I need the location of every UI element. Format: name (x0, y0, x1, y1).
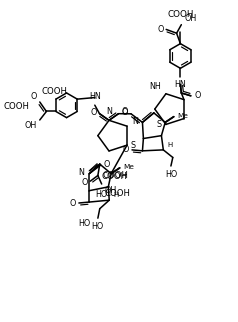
Text: N: N (132, 117, 138, 126)
Text: O: O (81, 178, 87, 187)
Text: HN: HN (89, 92, 101, 101)
Text: Me: Me (124, 164, 134, 170)
Text: O: O (122, 108, 128, 117)
Text: N: N (106, 107, 112, 116)
Text: H: H (167, 142, 172, 148)
Text: O: O (90, 108, 97, 117)
Text: COOH: COOH (102, 172, 128, 181)
Text: O: O (123, 145, 129, 154)
Text: O: O (195, 91, 201, 100)
Text: HO: HO (92, 222, 104, 231)
Text: O: O (121, 108, 128, 117)
Text: S: S (131, 141, 136, 150)
Text: N: N (79, 168, 84, 177)
Text: O: O (104, 160, 110, 169)
Text: NH: NH (149, 82, 161, 91)
Text: HO: HO (165, 170, 177, 179)
Text: OH: OH (104, 186, 117, 195)
Text: OH: OH (25, 121, 37, 130)
Text: S: S (156, 120, 161, 129)
Text: COOH: COOH (103, 171, 129, 180)
Text: O: O (30, 92, 37, 101)
Text: O: O (70, 198, 76, 207)
Text: HO: HO (95, 190, 108, 199)
Text: HN: HN (174, 80, 186, 89)
Text: Me: Me (178, 113, 188, 119)
Text: O: O (158, 25, 164, 34)
Text: HO: HO (79, 219, 91, 228)
Text: COOH: COOH (104, 189, 130, 198)
Text: OH: OH (184, 14, 196, 23)
Text: COOH: COOH (41, 87, 67, 96)
Text: COOH: COOH (167, 10, 194, 19)
Text: H: H (113, 192, 118, 198)
Text: COOH: COOH (3, 102, 29, 111)
